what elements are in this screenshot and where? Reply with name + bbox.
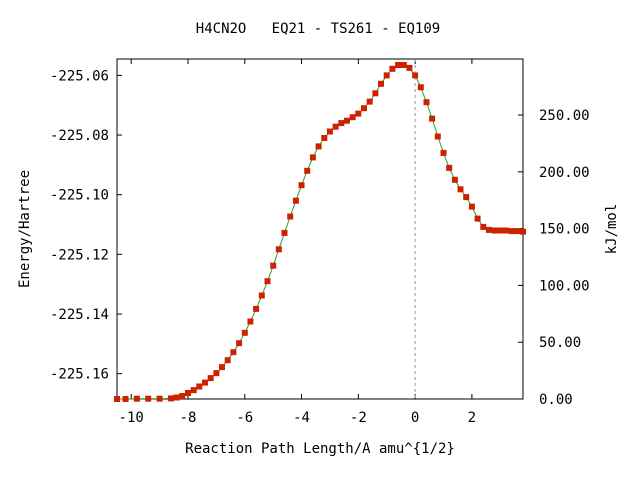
x-tick-label: -10 [119,410,144,426]
data-point [241,329,248,336]
data-point [167,395,174,402]
x-tick-label: -4 [293,410,310,426]
data-point [179,393,186,399]
data-point [463,194,470,201]
data-point [451,176,458,183]
data-point [287,213,294,220]
data-point [429,115,436,122]
y2-tick-label: 100.00 [539,278,590,294]
data-point [114,396,120,402]
data-point [156,395,163,402]
data-point [491,227,498,234]
data-point [446,164,453,171]
data-point [281,229,288,236]
y-tick-label: -225.14 [50,307,109,323]
data-point [338,120,345,127]
y2-axis-label: kJ/mol [604,204,620,255]
data-point [434,133,441,140]
data-point [247,318,254,325]
y-axis-left: -225.06 -225.08 -225.10 -225.12 -225.14 -225.… [50,68,122,383]
y-tick-label: -225.10 [50,188,109,204]
data-point [224,357,231,364]
data-point [326,128,333,135]
data-point [304,167,311,174]
x-tick-label: -2 [350,410,367,426]
data-point [440,149,447,156]
data-point [315,143,322,150]
y-tick-label: -225.12 [50,247,109,263]
x-axis: -10 -8 -6 -4 -2 0 2 [119,59,476,426]
energy-series-points [114,62,526,402]
data-point [468,203,475,210]
data-point [349,114,356,121]
data-point [213,370,220,377]
data-point [219,364,225,371]
data-point [474,215,481,222]
x-tick-label: 0 [411,410,419,426]
energy-series-line [117,64,524,400]
data-point [190,387,197,394]
data-point [361,105,367,112]
data-point [514,228,521,235]
data-point [309,154,316,161]
data-point [133,395,140,402]
y2-tick-label: 250.00 [539,108,590,124]
x-axis-label: Reaction Path Length/A amu^{1/2} [185,441,455,457]
data-point [332,123,339,130]
data-point [508,228,515,235]
data-point [253,305,260,312]
data-point [185,390,191,396]
y-tick-label: -225.16 [50,367,109,383]
data-point [202,379,208,386]
data-point [389,65,396,72]
data-point [270,262,277,269]
y2-tick-label: 150.00 [539,222,590,238]
data-point [520,228,526,235]
data-point [395,62,402,68]
y-tick-label: -225.08 [50,128,109,144]
data-point [412,72,419,79]
data-point [264,278,271,285]
y2-tick-label: 50.00 [539,335,581,351]
data-point [321,135,328,141]
data-point [275,246,282,253]
data-point [383,72,390,79]
y2-tick-label: 0.00 [539,392,573,408]
data-point [497,227,504,234]
data-point [417,84,424,91]
data-point [480,223,487,230]
data-point [372,90,379,97]
chart-title: H4CN2O EQ21 - TS261 - EQ109 [196,21,440,37]
data-point [485,226,492,233]
data-point [122,396,129,402]
plot-frame [116,58,524,400]
y-axis-right: 0.00 50.00 100.00 150.00 200.00 250.00 [518,108,590,408]
data-point [230,349,237,356]
x-tick-label: 2 [468,410,476,426]
data-point [258,292,265,299]
data-point [355,110,362,117]
data-point [344,117,350,124]
data-point [406,64,413,71]
data-point [196,383,203,390]
x-tick-label: -6 [236,410,253,426]
x-tick-label: -8 [180,410,197,426]
data-point [366,98,373,105]
data-point [400,62,407,68]
data-point [423,99,430,106]
data-point [298,182,305,189]
y-axis-label: Energy/Hartree [17,170,33,288]
data-point [207,375,214,382]
data-point [503,227,509,234]
y2-tick-label: 200.00 [539,165,590,181]
data-point [236,340,243,347]
data-point [145,395,152,402]
data-point [457,186,464,193]
data-point [378,80,384,87]
y-tick-label: -225.06 [50,68,109,84]
data-point [173,394,180,401]
data-point [292,197,299,204]
